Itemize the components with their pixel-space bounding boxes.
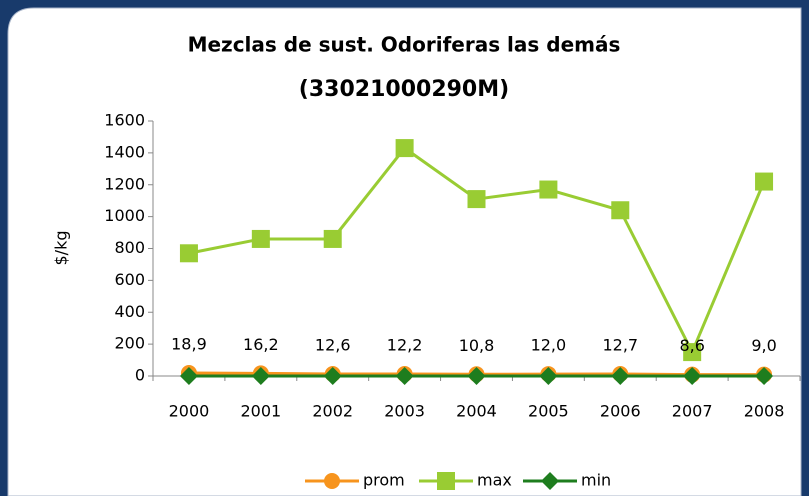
data-label: 9,0 xyxy=(751,336,776,355)
marker xyxy=(323,367,342,385)
marker xyxy=(251,229,270,248)
marker xyxy=(395,367,414,385)
x-tick-label: 2004 xyxy=(456,402,497,421)
y-tick-label: 1400 xyxy=(104,142,145,161)
marker xyxy=(755,172,774,191)
chart-title: Mezclas de sust. Odoriferas las demás xyxy=(188,33,621,57)
marker xyxy=(683,367,702,385)
marker xyxy=(395,139,414,158)
data-label: 16,2 xyxy=(243,335,279,354)
legend-label: min xyxy=(581,471,611,490)
x-tick-label: 2000 xyxy=(169,402,210,421)
data-label: 12,6 xyxy=(315,335,351,354)
y-tick-label: 600 xyxy=(114,270,145,289)
y-tick-label: 200 xyxy=(114,334,145,353)
marker xyxy=(251,367,270,385)
legend-label: max xyxy=(477,471,512,490)
y-axis-label: $/kg xyxy=(52,231,71,266)
data-label: 10,8 xyxy=(459,336,495,355)
y-tick-label: 800 xyxy=(114,238,145,257)
y-tick-label: 1000 xyxy=(104,206,145,225)
marker xyxy=(539,180,558,199)
data-label: 12,0 xyxy=(531,336,567,355)
x-tick-label: 2006 xyxy=(600,402,641,421)
y-tick-label: 400 xyxy=(114,302,145,321)
legend-label: prom xyxy=(363,471,405,490)
x-tick-label: 2008 xyxy=(744,402,785,421)
y-tick-label: 1200 xyxy=(104,174,145,193)
data-label: 18,9 xyxy=(171,334,207,353)
marker xyxy=(467,190,486,209)
x-tick-label: 2001 xyxy=(240,402,281,421)
marker xyxy=(539,367,558,385)
legend-marker xyxy=(541,472,559,490)
data-label: 12,2 xyxy=(387,336,423,355)
marker xyxy=(179,367,198,385)
marker xyxy=(683,343,702,362)
x-tick-label: 2003 xyxy=(384,402,425,421)
legend-marker xyxy=(437,472,455,490)
legend-marker xyxy=(324,473,340,489)
data-label: 12,7 xyxy=(602,335,638,354)
x-tick-label: 2002 xyxy=(312,402,353,421)
marker xyxy=(467,367,486,385)
y-tick-label: 0 xyxy=(135,366,145,385)
marker xyxy=(323,229,342,248)
chart-subtitle: (33021000290M) xyxy=(299,77,509,102)
y-tick-label: 1600 xyxy=(104,111,145,130)
marker xyxy=(611,201,630,220)
x-tick-label: 2007 xyxy=(672,402,713,421)
marker xyxy=(179,244,198,263)
data-label: 8,6 xyxy=(679,336,704,355)
marker xyxy=(755,367,774,385)
marker xyxy=(611,367,630,385)
x-tick-label: 2005 xyxy=(528,402,569,421)
